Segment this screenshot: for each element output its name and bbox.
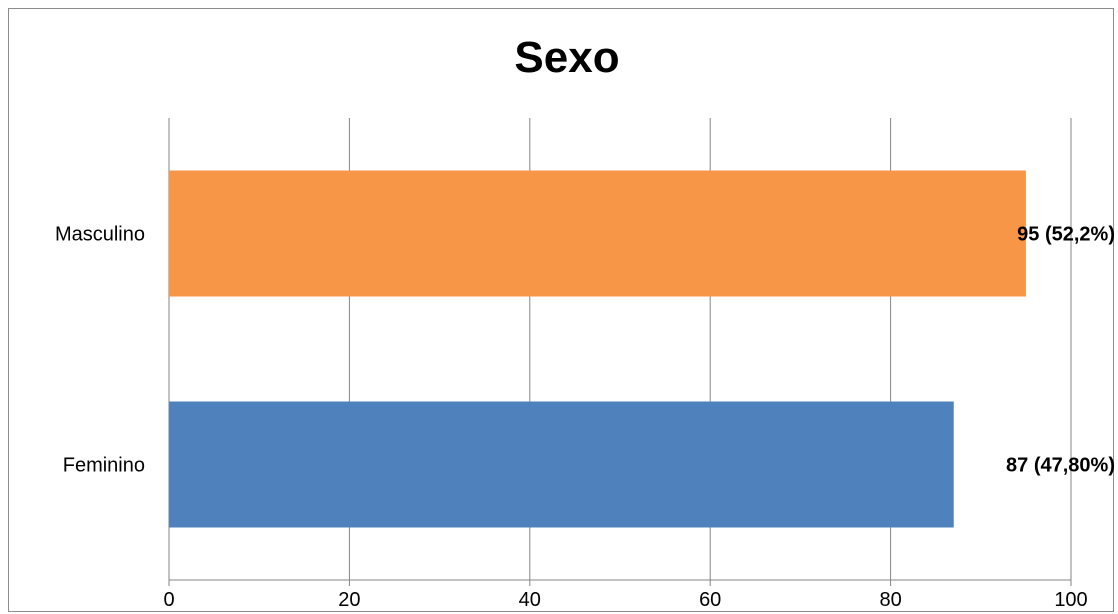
x-tick-label-60: 60 xyxy=(699,589,721,611)
x-tick-label-80: 80 xyxy=(879,589,901,611)
bars xyxy=(169,170,1026,528)
category-label-feminino: Feminino xyxy=(63,455,145,477)
labels: 0 20 40 60 80 100 Masculino 95 (52,2%) Feminino 8… xyxy=(55,224,1115,612)
data-label-masculino: 95 (52,2%) xyxy=(1017,224,1115,246)
category-label-masculino: Masculino xyxy=(55,224,145,246)
chart-title: Sexo xyxy=(514,33,619,82)
x-tick-label-20: 20 xyxy=(338,589,360,611)
x-tick-label-0: 0 xyxy=(163,589,174,611)
x-tick-label-40: 40 xyxy=(519,589,541,611)
bar-feminino xyxy=(169,401,954,528)
bar-masculino xyxy=(169,170,1026,297)
data-label-feminino: 87 (47,80%) xyxy=(1006,455,1115,477)
x-tick-label-100: 100 xyxy=(1054,589,1087,611)
